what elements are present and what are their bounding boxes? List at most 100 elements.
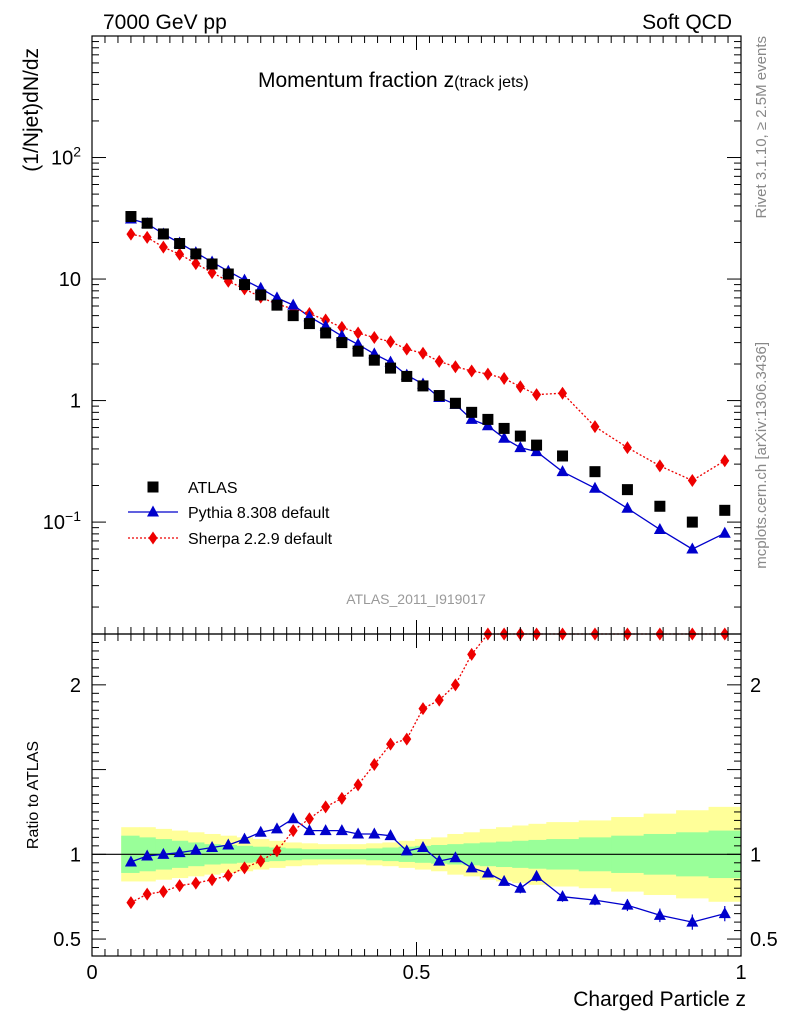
ratio-sherpa-point — [434, 693, 444, 707]
title-main: Momentum fraction — [258, 69, 444, 92]
legend-label: Pythia 8.308 default — [188, 505, 330, 522]
x-tick-label: 0.5 — [403, 962, 431, 984]
side-label-rivet: Rivet 3.1.10, ≥ 2.5M events — [753, 36, 770, 219]
ratio-sherpa-point — [288, 824, 298, 838]
sherpa-point — [418, 346, 428, 360]
ratio-pythia-point — [433, 854, 446, 866]
main-plot-area — [124, 211, 731, 554]
atlas-point — [498, 422, 510, 434]
atlas-point — [271, 299, 283, 311]
ratio-pythia-point — [287, 812, 300, 824]
ratio-sherpa-point — [256, 854, 266, 868]
atlas-point — [352, 345, 364, 357]
ratio-pythia-point — [352, 827, 365, 839]
atlas-point — [531, 439, 543, 451]
y-tick-label-ratio-right: 0.5 — [750, 929, 778, 951]
y-tick-label-main: 1 — [70, 391, 81, 413]
ratio-pythia-point — [465, 861, 478, 873]
sherpa-point — [467, 364, 477, 378]
atlas-point — [287, 310, 299, 322]
title-sub: (track jets) — [454, 74, 529, 91]
ratio-sherpa-point — [353, 778, 363, 792]
ratio-pythia-point — [416, 841, 429, 853]
legend-marker — [148, 531, 158, 545]
sherpa-point — [126, 227, 136, 241]
pythia-point — [653, 522, 666, 534]
ratio-pythia-point — [368, 827, 381, 839]
ratio-sherpa-point — [402, 732, 412, 746]
sherpa-point — [142, 230, 152, 244]
pythia-point — [498, 431, 511, 443]
sherpa-point — [191, 257, 201, 271]
sherpa-point — [515, 380, 525, 394]
ratio-sherpa-point — [418, 702, 428, 716]
legend-label: ATLAS — [188, 480, 238, 497]
sherpa-point — [402, 342, 412, 356]
atlas-point — [401, 370, 413, 382]
sherpa-point — [337, 320, 347, 334]
ratio-sherpa-point — [386, 737, 396, 751]
y-tick-label-ratio-left: 1 — [70, 844, 81, 866]
atlas-point — [433, 390, 445, 402]
sherpa-point — [499, 371, 509, 385]
ratio-sherpa-point — [304, 812, 314, 826]
atlas-point — [336, 337, 348, 349]
atlas-point — [589, 466, 601, 478]
ratio-plot-area — [92, 627, 742, 930]
atlas-point — [239, 279, 251, 291]
atlas-point — [686, 516, 698, 528]
atlas-point — [557, 450, 569, 462]
x-axis-label: Charged Particle z — [573, 988, 746, 1011]
ratio-sherpa-point — [337, 791, 347, 805]
sherpa-point — [450, 360, 460, 374]
y-tick-label-base: 10 — [59, 269, 81, 291]
ratio-pythia-point — [481, 866, 494, 878]
pythia-point — [718, 526, 731, 538]
sherpa-point — [655, 459, 665, 473]
analysis-id-label: ATLAS_2011_I919017 — [346, 591, 486, 607]
ratio-sherpa-point — [126, 896, 136, 910]
ratio-pythia-point — [270, 822, 283, 834]
ratio-pythia-point — [335, 824, 348, 836]
atlas-point — [125, 211, 137, 223]
atlas-point — [222, 268, 234, 280]
pythia-point — [621, 501, 634, 513]
atlas-point — [190, 248, 202, 260]
legend-marker — [147, 481, 159, 493]
sherpa-point — [353, 326, 363, 340]
ratio-frame — [91, 633, 742, 957]
pythia-point — [514, 441, 527, 453]
ratio-pythia-point — [530, 869, 543, 881]
ratio-sherpa-point — [467, 647, 477, 661]
ratio-pythia-point — [124, 855, 137, 867]
sherpa-point — [369, 331, 379, 345]
atlas-point — [449, 397, 461, 409]
y-axis-label-main: (1/Njet)dN/dz — [20, 48, 43, 172]
y-tick-label-main: 10 — [59, 269, 81, 291]
pythia-point — [686, 542, 699, 554]
ratio-pythia-point — [686, 915, 699, 927]
y-tick-label-base: 10 — [43, 512, 65, 534]
atlas-point — [417, 380, 429, 392]
ratio-pythia-point — [498, 874, 511, 886]
atlas-point — [482, 413, 494, 425]
sherpa-point — [687, 473, 697, 487]
ratio-pythia-point — [449, 851, 462, 863]
pythia-point — [530, 445, 543, 457]
y-tick-label-main: 102 — [51, 144, 81, 170]
pythia-point — [270, 291, 283, 303]
ratio-sherpa-point — [223, 869, 233, 882]
sherpa-point — [386, 335, 396, 349]
ratio-sherpa-point — [240, 861, 250, 875]
sherpa-point — [622, 441, 632, 455]
y-tick-label-main: 10−1 — [43, 508, 81, 534]
ratio-pythia-point — [514, 881, 527, 893]
atlas-point — [141, 217, 153, 229]
sherpa-point — [532, 388, 542, 402]
atlas-point — [621, 484, 633, 496]
atlas-point — [654, 500, 666, 512]
y-axis-label-ratio: Ratio to ATLAS — [25, 741, 42, 849]
ratio-sherpa-point — [369, 757, 379, 771]
atlas-point — [466, 406, 478, 418]
